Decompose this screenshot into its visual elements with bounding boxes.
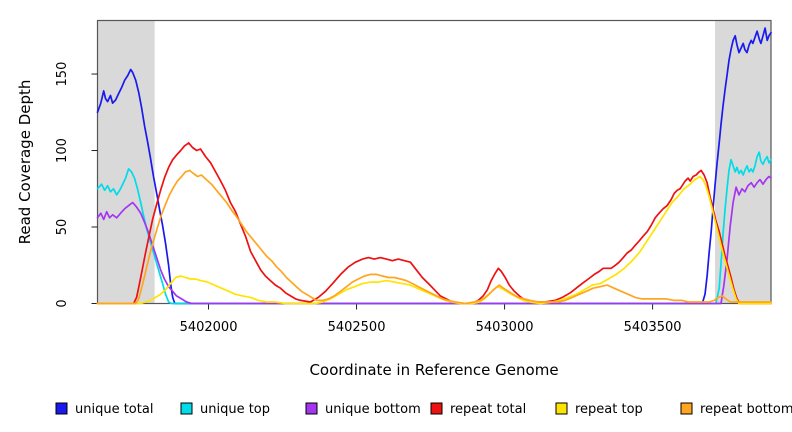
y-tick-label: 50: [55, 219, 70, 236]
y-tick-label: 0: [55, 299, 70, 307]
legend-label-unique-bottom: unique bottom: [325, 402, 421, 417]
legend-label-unique-total: unique total: [75, 402, 153, 417]
legend: unique total unique top unique bottom repea…: [55, 402, 792, 417]
legend-swatch-unique-top: [180, 402, 193, 415]
series-line-unique-bottom: [96, 175, 772, 305]
plot-box: [96, 19, 772, 305]
legend-label-repeat-top: repeat top: [575, 402, 643, 417]
axis-ticks: 5402000 5402500 5403000 5403500 0 50 100 150: [55, 62, 682, 335]
x-tick-label: 5403500: [624, 320, 682, 335]
legend-swatch-repeat-top: [555, 402, 568, 415]
x-tick-label: 5402500: [328, 320, 386, 335]
y-tick-label: 100: [55, 138, 70, 163]
legend-swatch-unique-total: [55, 402, 68, 415]
plot-frame: [96, 19, 772, 305]
legend-swatch-repeat-bottom: [680, 402, 693, 415]
y-axis-title: Read Coverage Depth: [16, 80, 34, 245]
legend-label-repeat-bottom: repeat bottom: [700, 402, 792, 417]
x-tick-label: 5402000: [180, 320, 238, 335]
shaded-regions: [97, 20, 771, 304]
legend-swatch-repeat-total: [430, 402, 443, 415]
shaded-region: [715, 20, 771, 304]
x-axis-title: Coordinate in Reference Genome: [309, 361, 558, 379]
shaded-region: [97, 20, 155, 304]
legend-label-unique-top: unique top: [200, 402, 270, 417]
x-tick-label: 5403000: [476, 320, 534, 335]
series-line-unique-total: [96, 27, 772, 305]
series-line-unique-top: [96, 151, 772, 305]
series-lines: [96, 27, 772, 305]
legend-label-repeat-total: repeat total: [450, 402, 526, 417]
series-line-repeat-bottom: [96, 169, 772, 305]
series-line-repeat-top: [96, 175, 772, 305]
legend-swatch-unique-bottom: [305, 402, 318, 415]
y-tick-label: 150: [55, 62, 70, 87]
